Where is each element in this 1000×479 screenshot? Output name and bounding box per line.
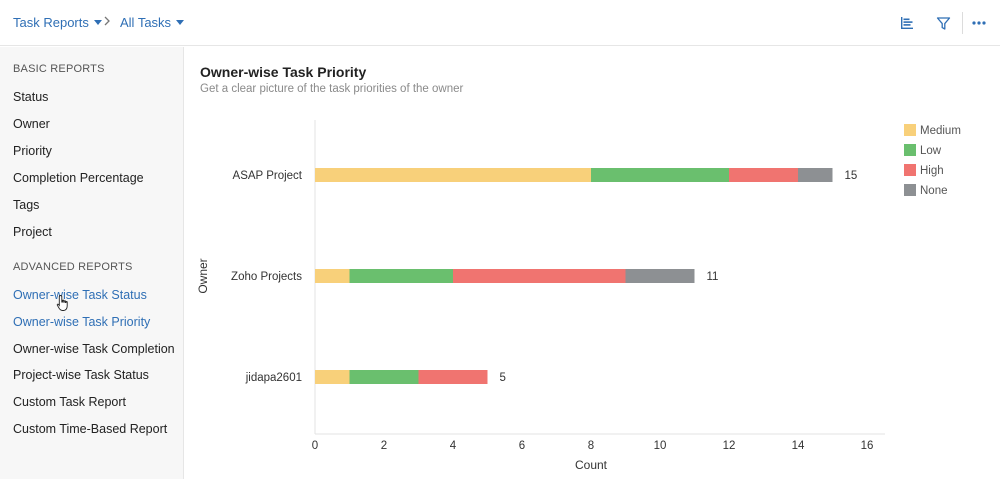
owner-priority-chart: 0 2 4 6 8 10 12 14 16 ASAP Project 15 Zoho Projects… [196,120,961,472]
x-tick-label: 8 [588,440,594,452]
bar-segment-low [349,370,419,384]
sidebar-item-tags[interactable]: Tags [13,198,40,212]
all-tasks-label: All Tasks [120,15,172,30]
task-reports-label: Task Reports [13,15,89,30]
reports-sidebar: BASIC REPORTS Status Owner Priority Comp… [0,47,184,479]
x-tick-label: 4 [450,440,457,452]
legend-label: None [920,185,948,197]
bar-segment-high [453,269,626,283]
category-label: Zoho Projects [231,271,302,283]
legend-label: Low [920,145,942,157]
bar-total-label: 11 [707,271,719,283]
sidebar-item-custom-time-based-report[interactable]: Custom Time-Based Report [13,422,168,436]
bar-segment-high [418,370,488,384]
report-panel: Owner-wise Task Priority Get a clear pic… [185,47,1000,479]
y-axis-title: Owner [196,258,210,293]
bar-segment-low [349,269,453,283]
x-tick-label: 2 [381,440,387,452]
bar-segment-medium [315,168,591,182]
bar-total-label: 15 [845,170,858,182]
sidebar-item-owner-wise-task-priority[interactable]: Owner-wise Task Priority [13,315,151,329]
sidebar-item-completion-percentage[interactable]: Completion Percentage [13,171,144,185]
all-tasks-dropdown[interactable]: All Tasks [120,15,185,30]
legend-label: High [920,165,944,177]
basic-reports-heading: BASIC REPORTS [13,63,105,75]
report-title: Owner-wise Task Priority [200,64,367,80]
legend-swatch-none [904,184,916,196]
x-tick-label: 12 [723,440,736,452]
report-subtitle: Get a clear picture of the task prioriti… [200,83,464,95]
caret-down-icon [176,20,185,25]
category-label: ASAP Project [233,170,303,182]
legend-swatch-medium [904,124,916,136]
sidebar-item-custom-task-report[interactable]: Custom Task Report [13,395,127,409]
x-tick-label: 10 [654,440,667,452]
legend-swatch-high [904,164,916,176]
filter-icon[interactable] [932,12,954,34]
toolbar-divider [962,12,963,34]
bar-total-label: 5 [500,372,506,384]
bar-segment-high [729,168,798,182]
task-reports-dropdown[interactable]: Task Reports [13,15,102,30]
chart-view-icon[interactable] [896,12,918,34]
sidebar-item-priority[interactable]: Priority [13,144,52,158]
legend-label: Medium [920,125,961,137]
top-bar: Task Reports All Tasks [0,0,1000,46]
more-icon[interactable] [968,12,990,34]
sidebar-item-owner[interactable]: Owner [13,117,50,131]
x-tick-label: 0 [312,440,318,452]
sidebar-item-status[interactable]: Status [13,90,49,104]
advanced-reports-heading: ADVANCED REPORTS [13,261,133,273]
hand-pointer-icon [56,295,68,311]
x-axis-title: Count [575,458,608,472]
x-tick-label: 6 [519,440,525,452]
bar-segment-none [625,269,695,283]
caret-down-icon [93,20,102,25]
bar-segment-none [798,168,833,182]
sidebar-item-project[interactable]: Project [13,225,52,239]
bar-segment-medium [315,269,350,283]
chevron-right-icon [104,16,110,26]
legend-swatch-low [904,144,916,156]
bar-segment-low [591,168,729,182]
x-tick-label: 16 [861,440,874,452]
sidebar-item-owner-wise-task-status[interactable]: Owner-wise Task Status [13,288,147,302]
x-tick-label: 14 [792,440,805,452]
bar-segment-medium [315,370,350,384]
category-label: jidapa2601 [245,372,302,384]
sidebar-item-project-wise-task-status[interactable]: Project-wise Task Status [13,368,149,382]
sidebar-item-owner-wise-task-completion[interactable]: Owner-wise Task Completion [13,342,175,356]
